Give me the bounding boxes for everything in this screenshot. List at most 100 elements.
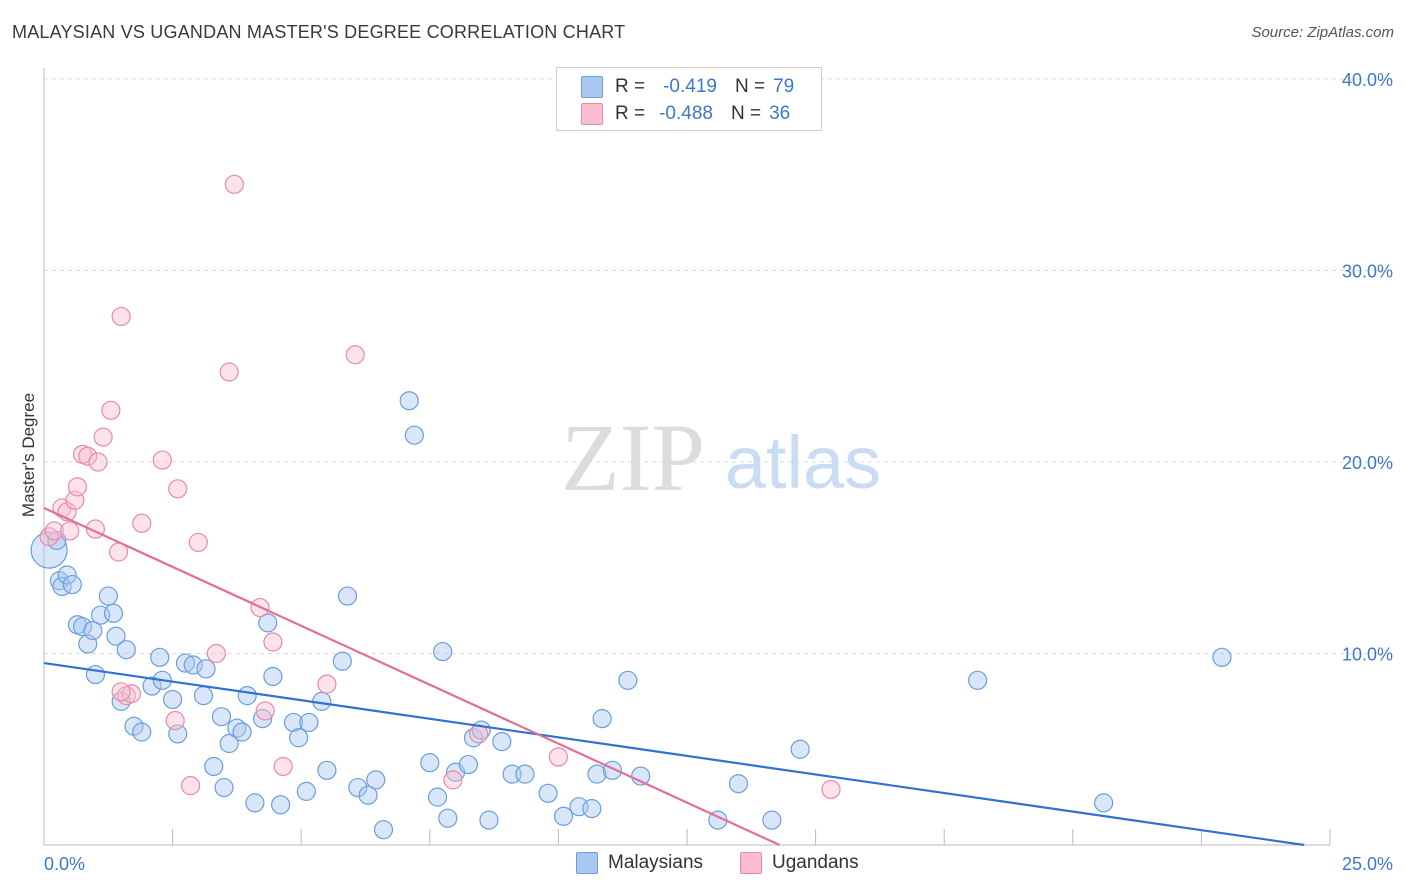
malaysian-point xyxy=(85,664,106,685)
ugandan-point xyxy=(188,532,208,553)
malaysian-point xyxy=(592,709,612,729)
malaysian-point xyxy=(193,686,214,706)
x-tick-label: 0.0% xyxy=(44,854,85,874)
malaysian-point xyxy=(258,613,278,633)
malaysian-point xyxy=(968,670,988,690)
malaysian-point xyxy=(728,774,749,794)
malaysian-point xyxy=(289,728,309,748)
ugandan-point xyxy=(111,682,131,702)
malaysian-point xyxy=(72,617,93,637)
malaysian-point xyxy=(433,641,453,662)
legend-swatch-malaysians xyxy=(581,76,603,98)
malaysian-point xyxy=(492,731,512,752)
malaysian-point xyxy=(232,722,252,742)
ugandan-point xyxy=(181,776,201,796)
malaysian-point xyxy=(553,806,574,826)
ugandan-point xyxy=(219,362,239,382)
malaysian-point xyxy=(463,728,484,748)
malaysian-point xyxy=(337,586,358,606)
malaysian-point xyxy=(618,670,638,690)
malaysian-point xyxy=(427,787,448,807)
correlation-legend: R = -0.419 N = 79 R = -0.488 N = 36 xyxy=(556,67,822,131)
ugandan-point xyxy=(93,427,113,447)
legend-r-value: -0.488 xyxy=(659,103,713,124)
malaysians-swatch xyxy=(576,852,598,874)
malaysian-point xyxy=(116,640,136,660)
ugandan-point xyxy=(60,521,80,541)
malaysian-point xyxy=(30,531,68,569)
ugandan-point xyxy=(78,446,98,466)
malaysian-point xyxy=(399,391,419,411)
ugandan-point xyxy=(67,477,88,497)
tick-labels: 10.0% 20.0% 30.0% 40.0% 0.0% 25.0% xyxy=(44,70,1393,874)
ugandan-point xyxy=(132,513,152,533)
axes xyxy=(43,68,1331,846)
malaysian-point xyxy=(538,783,558,803)
ugandans-swatch xyxy=(740,852,762,874)
ugandan-point xyxy=(821,779,841,800)
source-label: Source: ZipAtlas.com xyxy=(1251,24,1394,41)
malaysian-point xyxy=(98,586,118,606)
malaysian-point xyxy=(245,793,265,813)
malaysian-point xyxy=(103,603,124,623)
malaysian-point xyxy=(1094,793,1114,813)
ugandan-point xyxy=(152,450,172,470)
legend-row-malaysians: R = -0.419 N = 79 xyxy=(581,75,794,99)
x-tick-label: 25.0% xyxy=(1342,854,1393,874)
malaysian-point xyxy=(175,653,196,673)
malaysian-point xyxy=(404,425,424,445)
malaysian-point xyxy=(299,712,319,733)
watermark-atlas: atlas xyxy=(725,421,881,504)
chart-title: MALAYSIAN VS UGANDAN MASTER'S DEGREE COR… xyxy=(12,22,626,42)
ugandan-trend-line xyxy=(43,506,781,847)
malaysian-point xyxy=(587,764,607,784)
legend-r-label: R = xyxy=(615,103,646,124)
malaysian-point xyxy=(438,808,458,828)
y-axis-label: Master's Degree xyxy=(19,393,38,517)
ugandan-point xyxy=(88,452,108,472)
malaysian-point xyxy=(373,820,394,840)
malaysian-point xyxy=(296,781,316,801)
malaysian-point xyxy=(214,777,234,798)
malaysian-point xyxy=(458,754,478,775)
ugandan-point xyxy=(224,174,244,194)
ugandan-point xyxy=(101,400,121,420)
ugandan-point xyxy=(263,632,283,652)
malaysians-label: Malaysians xyxy=(608,852,704,873)
malaysian-point xyxy=(124,716,144,736)
malaysian-point xyxy=(163,689,183,710)
malaysian-point xyxy=(150,647,170,667)
y-tick-label: 40.0% xyxy=(1342,70,1393,90)
legend-n-label: N = xyxy=(730,103,762,124)
malaysian-point xyxy=(358,785,378,805)
watermark-zip: ZIP xyxy=(561,404,705,511)
malaysian-point xyxy=(263,666,283,687)
grid-lines xyxy=(44,78,1395,654)
malaysian-point xyxy=(253,709,273,729)
legend-n-label: N = xyxy=(734,76,766,97)
malaysian-point xyxy=(62,574,82,595)
ugandans-label: Ugandans xyxy=(772,852,859,873)
malaysian-point xyxy=(227,718,247,738)
ugandan-point xyxy=(168,479,188,499)
malaysian-point xyxy=(219,733,239,754)
malaysian-point xyxy=(132,722,152,742)
malaysian-point xyxy=(211,707,232,727)
y-tick-label: 10.0% xyxy=(1342,645,1393,665)
legend-r-label: R = xyxy=(615,76,646,97)
ugandan-point xyxy=(255,701,275,721)
malaysian-point xyxy=(366,770,386,790)
malaysian-point xyxy=(142,676,162,696)
malaysian-point xyxy=(57,565,77,585)
malaysian-point xyxy=(237,686,257,706)
malaysian-point xyxy=(582,799,602,819)
series-legend-malaysians: Malaysians xyxy=(576,852,703,874)
ugandan-point xyxy=(165,710,185,731)
y-tick-label: 20.0% xyxy=(1342,453,1393,473)
ugandan-point xyxy=(345,345,365,365)
y-tick-label: 30.0% xyxy=(1342,262,1393,282)
legend-n-value: 79 xyxy=(773,76,795,97)
malaysian-point xyxy=(83,620,103,641)
series-legend-ugandans: Ugandans xyxy=(740,852,859,874)
ugandan-point xyxy=(317,674,337,694)
